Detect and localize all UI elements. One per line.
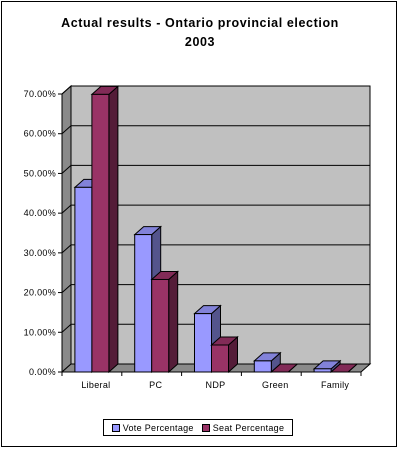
plot-side-wall	[61, 84, 72, 374]
x-tick-label: Green	[262, 380, 289, 390]
y-tick-label: 20.00%	[24, 288, 56, 298]
bar-seat-ndp	[211, 344, 229, 373]
gridline-side	[61, 125, 72, 135]
y-tick-label: 30.00%	[24, 248, 56, 258]
gridline-side	[61, 204, 72, 214]
gridline-side	[61, 323, 72, 333]
gridline-side	[61, 284, 72, 293]
chart-title-line-1: Actual results - Ontario provincial elec…	[61, 16, 339, 30]
chart-title: Actual results - Ontario provincial elec…	[0, 14, 400, 52]
y-tick-label: 0.00%	[29, 367, 56, 377]
bar-seat-pc-side	[168, 270, 179, 374]
gridline-side	[61, 165, 72, 174]
legend-swatch-vote	[111, 423, 120, 432]
bar-seat-liberal	[91, 93, 110, 373]
y-tick-label: 60.00%	[24, 129, 56, 139]
y-tick-label: 40.00%	[24, 208, 56, 218]
bar-vote-ndp	[194, 313, 212, 373]
bar-vote-green	[253, 360, 272, 373]
y-tick-label: 50.00%	[24, 168, 56, 178]
gridline-side	[61, 244, 72, 254]
legend-item-seat: Seat Percentage	[201, 422, 285, 433]
chart-title-line-2: 2003	[184, 35, 216, 49]
legend-label-seat: Seat Percentage	[212, 422, 285, 433]
bar-vote-pc	[134, 234, 153, 373]
x-tick-label: Family	[321, 380, 349, 390]
y-tick-label: 70.00%	[24, 89, 56, 99]
x-tick-label: NDP	[206, 380, 226, 390]
bar-vote-liberal	[74, 186, 93, 373]
bar-seat-liberal-side	[108, 85, 119, 374]
x-tick-label: PC	[149, 380, 162, 390]
legend: Vote Percentage Seat Percentage	[103, 419, 293, 436]
legend-swatch-seat	[201, 423, 210, 432]
legend-item-vote: Vote Percentage	[111, 422, 194, 433]
bar-seat-pc	[151, 278, 170, 373]
x-tick-label: Liberal	[81, 380, 110, 390]
legend-label-vote: Vote Percentage	[122, 422, 194, 433]
y-tick-label: 10.00%	[24, 327, 56, 337]
gridline-side	[61, 85, 72, 95]
